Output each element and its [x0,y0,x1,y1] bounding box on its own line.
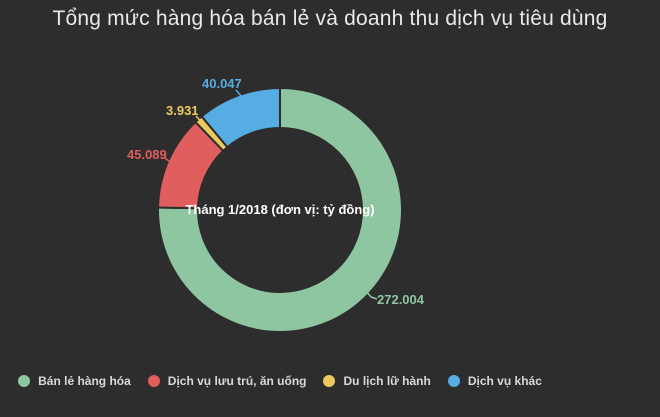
legend-item-du-lich-lu-hanh[interactable]: Du lịch lữ hành [323,374,431,388]
label-connectors [164,89,378,300]
label-connector-blue [235,89,249,105]
legend: Bán lẻ hàng hóa Dịch vụ lưu trú, ăn uống… [0,374,560,388]
pie-slice-0[interactable] [157,87,403,333]
chart-title: Tổng mức hàng hóa bán lẻ và doanh thu dị… [52,7,608,30]
donut-slices [157,87,403,333]
label-connector-red [164,157,176,167]
legend-label: Bán lẻ hàng hóa [38,374,131,388]
legend-label: Dịch vụ lưu trú, ăn uống [167,374,307,388]
legend-marker-icon [447,375,460,387]
slice-value-label: 272.004 [377,292,424,307]
legend-item-dich-vu-khac[interactable]: Dịch vụ khác [447,374,542,388]
legend-label: Du lịch lữ hành [343,374,431,388]
legend-label: Dịch vụ khác [467,374,542,388]
label-connector-green [350,283,378,300]
label-connector-yellow [195,115,208,129]
donut-center-label: Tháng 1/2018 (đơn vị: tỷ đồng) [185,202,375,217]
slice-value-label: 40.047 [202,76,242,91]
legend-item-ban-le-hang-hoa[interactable]: Bán lẻ hàng hóa [18,374,131,388]
slice-value-label: 3.931 [166,103,199,118]
pie-slice-3[interactable] [200,87,281,149]
legend-marker-icon [18,375,31,387]
slice-value-label: 45.089 [127,147,167,162]
legend-marker-icon [323,375,336,387]
legend-marker-icon [147,375,160,387]
legend-item-dich-vu-luu-tru-an-uong[interactable]: Dịch vụ lưu trú, ăn uống [147,374,307,388]
